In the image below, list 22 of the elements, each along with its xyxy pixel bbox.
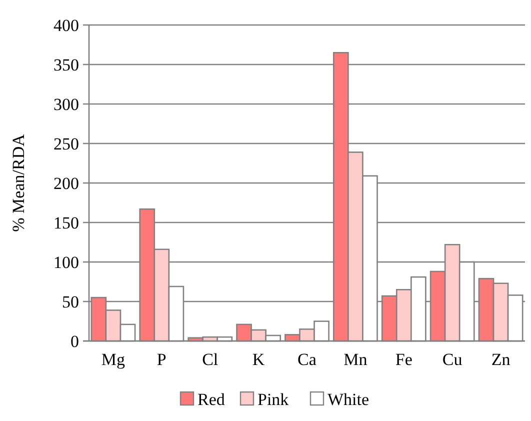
x-tick-label: Cl [202, 350, 218, 369]
y-tick-label: 250 [54, 134, 79, 154]
y-tick-label: 200 [54, 174, 79, 193]
y-tick-label: 50 [62, 292, 79, 312]
y-tick-label: 150 [54, 213, 79, 232]
legend-label: White [328, 390, 370, 409]
x-tick-label: Mn [344, 350, 368, 369]
x-tick-label: Cu [442, 350, 463, 369]
x-tick-label: Mg [101, 350, 126, 369]
y-tick-label: 400 [54, 16, 79, 35]
y-tick-label: 0 [70, 332, 79, 351]
x-tick-label: P [156, 350, 166, 369]
y-tick-label: 100 [54, 252, 79, 272]
y-tick-label: 350 [54, 55, 79, 74]
y-tick-label: 300 [54, 94, 79, 114]
x-tick-label: Zn [491, 350, 511, 369]
legend-label: Pink [258, 390, 290, 409]
x-tick-label: K [252, 350, 266, 369]
x-tick-label: Fe [395, 350, 412, 369]
y-axis-title: % Mean/RDA [9, 133, 28, 232]
x-tick-label: Ca [298, 350, 317, 369]
legend-label: Red [198, 390, 226, 409]
